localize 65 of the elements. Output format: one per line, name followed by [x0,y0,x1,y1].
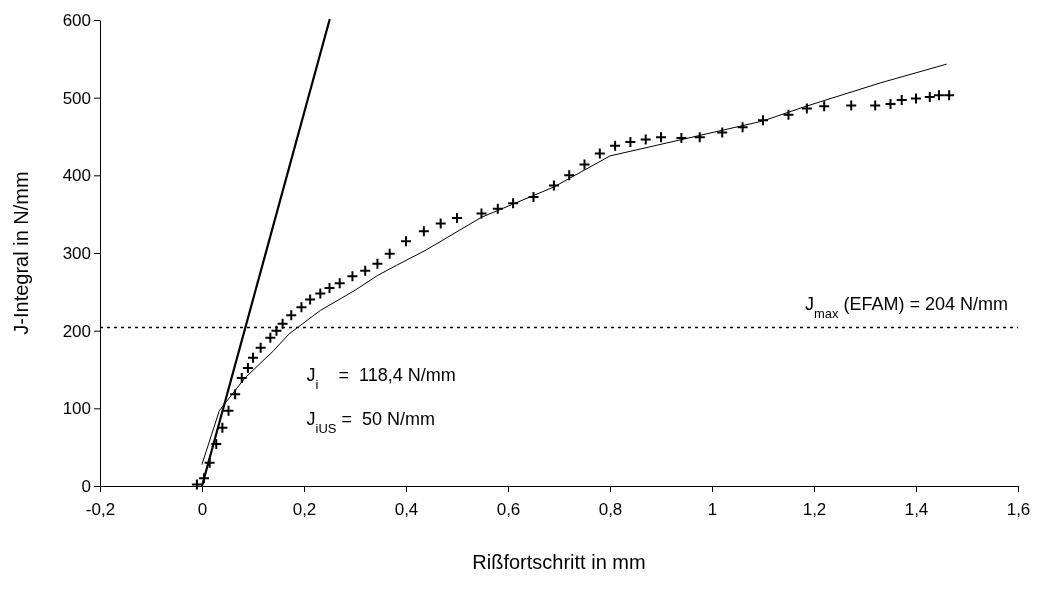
y-tick-label: 500 [62,88,91,108]
y-axis-title: J-Integral in N/mm [10,171,32,335]
point [639,133,652,146]
point [716,126,729,139]
x-tick-label: 0,2 [292,500,317,520]
x-tick-label: -0,2 [85,500,116,520]
point [736,121,749,134]
x-tick-label: 1,6 [1006,500,1031,520]
point [371,257,384,270]
point [693,131,706,144]
point [800,102,813,115]
point [247,351,259,364]
point [417,225,430,238]
x-tick-label: 0,4 [394,500,419,520]
point [910,92,922,105]
point [270,324,283,337]
point [563,169,576,182]
ref-line-label: J$_{max}$ (EFAM) = 204 N/mm [804,293,1008,321]
point [383,247,396,260]
x-tick-label: 0,8 [598,500,623,520]
point [295,301,308,314]
point [845,99,858,112]
x-tick-label: 1,2 [802,500,827,520]
y-tick-label: 600 [62,10,91,30]
point [314,287,327,300]
point [943,89,956,102]
y-tick-label: 200 [62,321,91,341]
point [229,388,242,401]
x-axis-title: Rißfortschritt in mm [472,551,646,573]
annotation: J$_{iUS}$ = 50 N/mm [306,409,435,436]
point [491,202,504,215]
point [869,99,882,112]
text: J$_{i}$ = 118,4 N/mm [306,365,456,392]
point [895,94,908,106]
point [346,270,359,283]
x-tick-label: 0 [197,500,208,520]
x-tick-label: 0,6 [496,500,521,520]
point [276,317,289,330]
point [264,331,277,344]
point [757,114,769,127]
point [304,293,317,306]
point [285,309,298,322]
point [593,147,606,160]
point [359,264,372,277]
point [578,158,591,171]
y-tick-label: 0 [81,476,91,496]
x-tick-label: 1,4 [904,500,929,520]
point [475,207,488,220]
point [190,478,203,491]
y-tick-label: 100 [62,399,91,419]
y-tick-label: 400 [62,166,91,186]
point [400,235,412,248]
point [932,89,945,102]
point [222,404,235,417]
point [782,108,795,121]
point [547,179,560,192]
point [254,341,267,354]
point [818,100,831,113]
point [333,277,346,290]
y-tick-label: 300 [62,243,91,263]
x-tick-label: 1 [707,500,718,520]
point [609,139,622,152]
point [655,131,667,144]
point [434,217,447,230]
point [507,197,520,210]
